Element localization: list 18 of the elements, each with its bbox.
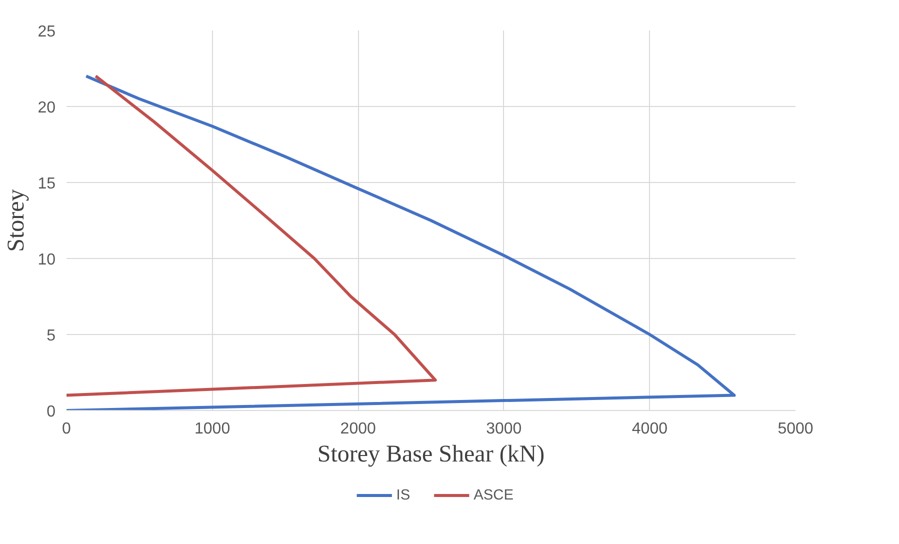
y-tick-label: 10 <box>38 252 56 268</box>
y-tick-label: 15 <box>38 176 56 192</box>
x-tick-label: 5000 <box>778 420 814 438</box>
legend-label: IS <box>396 488 410 504</box>
y-tick-label: 0 <box>46 404 56 420</box>
y-tick-label: 5 <box>46 328 56 344</box>
x-tick-label: 3000 <box>486 420 522 438</box>
line-series <box>66 74 736 410</box>
y-tick-label: 20 <box>38 100 56 116</box>
x-tick-label: 2000 <box>340 420 376 438</box>
line-series <box>66 74 437 397</box>
y-tick-label: 25 <box>38 24 56 40</box>
x-tick-label: 1000 <box>194 420 230 438</box>
x-axis-title: Storey Base Shear (kN) <box>317 442 545 468</box>
legend-label: ASCE <box>474 488 514 504</box>
y-axis-title: Storey <box>4 189 30 252</box>
x-tick-label: 0 <box>62 420 72 438</box>
x-tick-label: 4000 <box>632 420 668 438</box>
